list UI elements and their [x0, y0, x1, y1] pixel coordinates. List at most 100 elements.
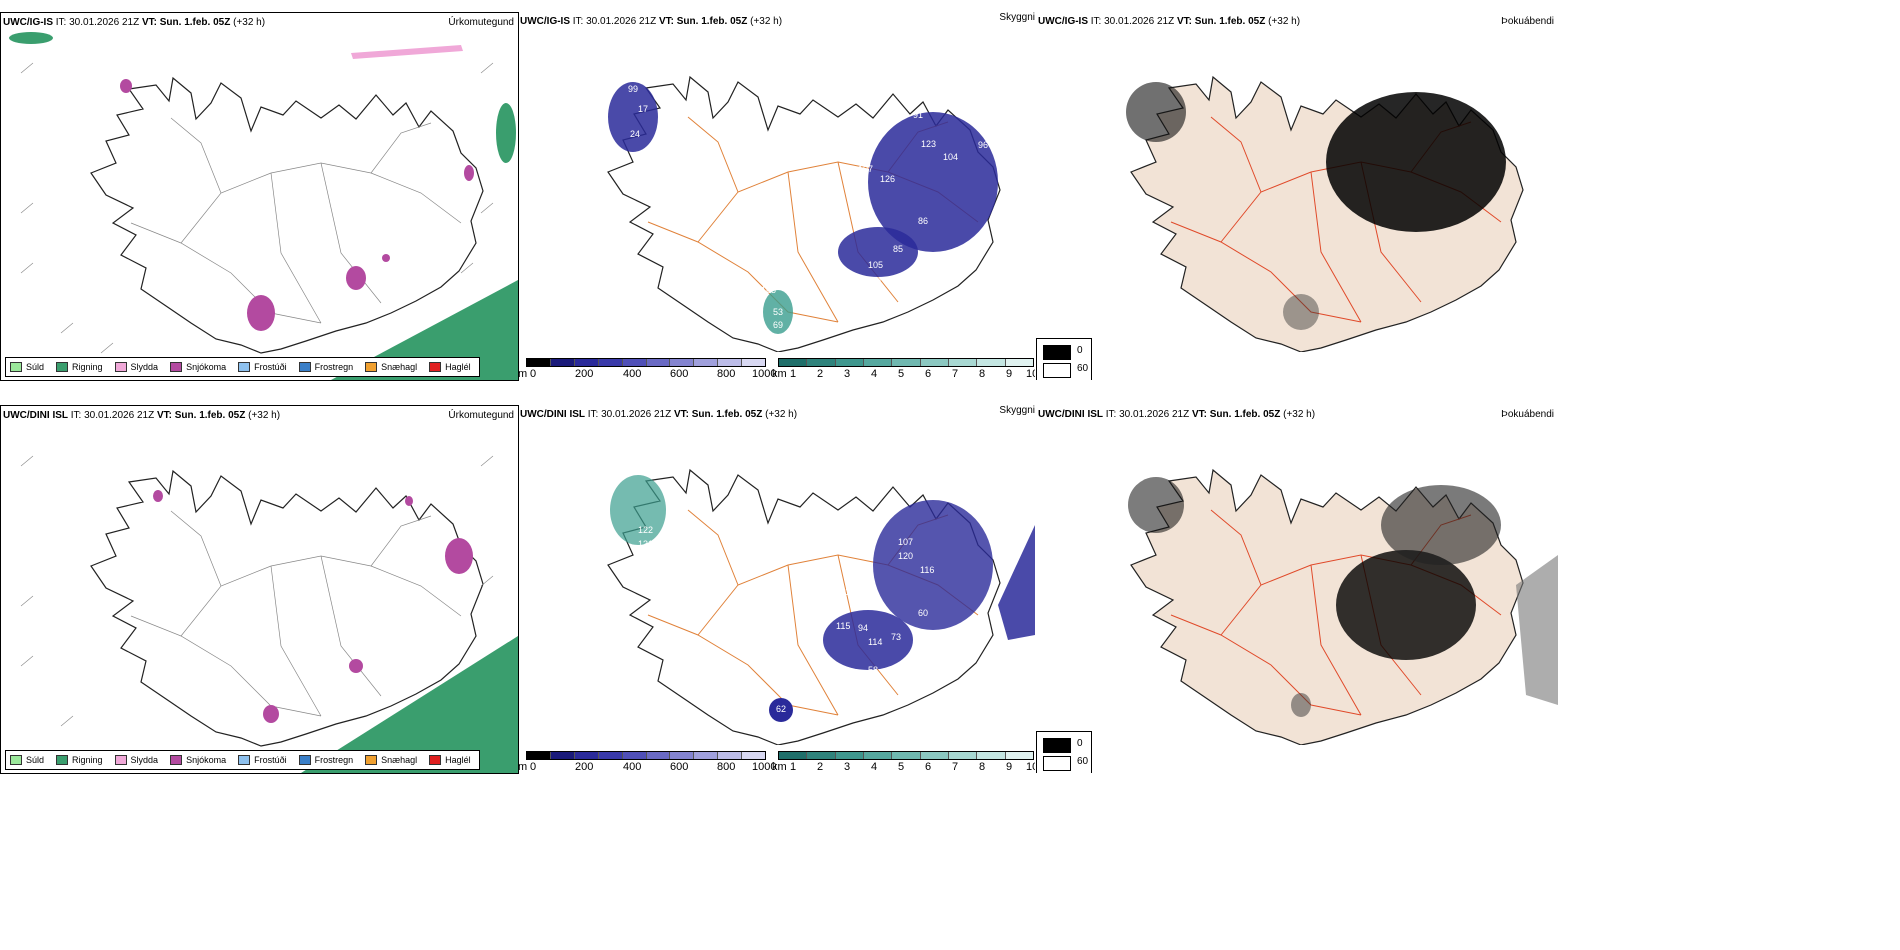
tick-label: 600 — [670, 368, 689, 380]
visibility-label: 123 — [921, 139, 936, 149]
legend-swatch — [114, 362, 127, 372]
cloud-visibility-panel-row2: UWC/DINI ISL IT: 30.01.2026 21Z VT: Sun.… — [518, 405, 1035, 773]
tick-label: 1000 — [752, 761, 777, 773]
tick-label: 5 — [898, 368, 905, 380]
legend-swatch — [429, 755, 442, 765]
legend-item: Slydda — [114, 755, 158, 765]
visibility-label: 69 — [773, 320, 783, 330]
visibility-label: 24 — [630, 129, 640, 139]
visibility-label: 60 — [918, 608, 928, 618]
tick-label: 0 — [530, 368, 537, 380]
tick-label: 400 — [623, 368, 642, 380]
unit-label: m — [518, 761, 528, 773]
legend-swatch — [238, 755, 251, 765]
legend-item: Rigning — [56, 362, 103, 372]
legend-swatch — [238, 362, 251, 372]
visibility-label: 96 — [978, 140, 988, 150]
visibility-label: 73 — [891, 632, 901, 642]
visibility-label: 122 — [638, 525, 653, 535]
visibility-label: 115 — [836, 621, 850, 631]
fog-legend-label: 0 — [1077, 738, 1083, 749]
visibility-label: 165 — [761, 285, 776, 295]
visibility-label: 105 — [836, 218, 851, 228]
tick-label: 800 — [717, 368, 736, 380]
tick-label: 7 — [952, 761, 959, 773]
legend-swatch — [114, 755, 127, 765]
panel-title: UWC/DINI ISL IT: 30.01.2026 21Z VT: Sun.… — [3, 410, 281, 421]
fog-legend: 0 60 — [1036, 731, 1092, 773]
panel-title: UWC/IG-IS IT: 30.01.2026 21Z VT: Sun. 1.… — [520, 16, 783, 27]
legend-swatch — [170, 362, 183, 372]
fog-legend-label: 60 — [1077, 363, 1089, 374]
precip-type-map — [20, 455, 518, 773]
legend-item: Haglél — [429, 755, 471, 765]
fog-index-map — [1126, 76, 1524, 352]
visibility-label: 86 — [918, 216, 928, 226]
visibility-label: 17 — [638, 104, 648, 114]
visibility-label: 69 — [871, 276, 881, 286]
tick-label: 10 — [1026, 761, 1035, 773]
tick-label: 4 — [871, 761, 878, 773]
visibility-label: 114 — [868, 637, 882, 647]
visibility-label: 76 — [668, 490, 678, 500]
visibility-label: 58 — [868, 665, 878, 675]
visibility-label: 74 — [748, 298, 758, 308]
tick-label: 600 — [670, 761, 689, 773]
visibility-label: 104 — [943, 152, 958, 162]
legend-item: Snjókoma — [170, 755, 226, 765]
legend-item: Snæhagl — [365, 362, 417, 372]
cloud-visibility-map: 99 17 24 91 123 104 96 107 126 105 82 86… — [607, 76, 1001, 352]
legend-swatch — [298, 362, 311, 372]
tick-label: 200 — [575, 368, 594, 380]
precip-type-map — [9, 32, 518, 380]
tick-label: 10 — [1026, 368, 1035, 380]
panel-field-name: Skyggni — [999, 12, 1035, 23]
tick-label: 8 — [979, 368, 986, 380]
visibility-label: 82 — [863, 216, 873, 226]
fog-legend-label: 0 — [1077, 345, 1083, 356]
legend-item: Snæhagl — [365, 755, 417, 765]
legend-swatch — [56, 755, 69, 765]
legend-swatch — [56, 362, 69, 372]
visibility-label: 126 — [880, 174, 895, 184]
tick-label: 3 — [844, 761, 851, 773]
tick-label: 1000 — [752, 368, 777, 380]
panel-field-name: Þokuábendi — [1501, 409, 1554, 420]
cloud-base-colorbar-bar — [526, 751, 766, 760]
unit-label: km — [772, 368, 787, 380]
fog-legend-swatch — [1043, 738, 1071, 753]
tick-label: 1 — [790, 368, 797, 380]
panel-title: UWC/IG-IS IT: 30.01.2026 21Z VT: Sun. 1.… — [3, 17, 266, 28]
fog-legend-swatch — [1043, 363, 1071, 378]
legend-item: Frostúði — [238, 755, 287, 765]
visibility-label: 107 — [898, 537, 913, 547]
cloud-visibility-map: 76 122 131 107 120 116 105 115 94 114 73… — [607, 469, 1035, 745]
legend-swatch — [10, 755, 22, 765]
tick-label: 0 — [530, 761, 537, 773]
legend-swatch — [365, 755, 378, 765]
tick-label: 400 — [623, 761, 642, 773]
tick-label: 1 — [790, 761, 797, 773]
legend-swatch — [170, 755, 183, 765]
legend-item: Súld — [10, 755, 44, 765]
legend-item: Frostregn — [298, 362, 353, 372]
visibility-colorbar-bar — [778, 358, 1034, 367]
tick-label: 5 — [898, 761, 905, 773]
panel-field-name: Úrkomutegund — [448, 17, 514, 28]
tick-label: 2 — [817, 368, 824, 380]
visibility-label: 120 — [898, 551, 913, 561]
visibility-label: 107 — [858, 164, 873, 174]
fog-legend-swatch — [1043, 756, 1071, 771]
visibility-label: 94 — [858, 623, 868, 633]
visibility-label: 105 — [868, 260, 883, 270]
tick-label: 2 — [817, 761, 824, 773]
fog-index-panel-row2: UWC/DINI ISL IT: 30.01.2026 21Z VT: Sun.… — [1036, 405, 1558, 773]
visibility-label: 53 — [773, 307, 783, 317]
tick-label: 800 — [717, 761, 736, 773]
tick-label: 6 — [925, 761, 932, 773]
panel-title: UWC/DINI ISL IT: 30.01.2026 21Z VT: Sun.… — [520, 409, 798, 420]
tick-label: 200 — [575, 761, 594, 773]
legend-item: Snjókoma — [170, 362, 226, 372]
visibility-label: 91 — [913, 110, 923, 120]
legend-item: Frostregn — [298, 755, 353, 765]
